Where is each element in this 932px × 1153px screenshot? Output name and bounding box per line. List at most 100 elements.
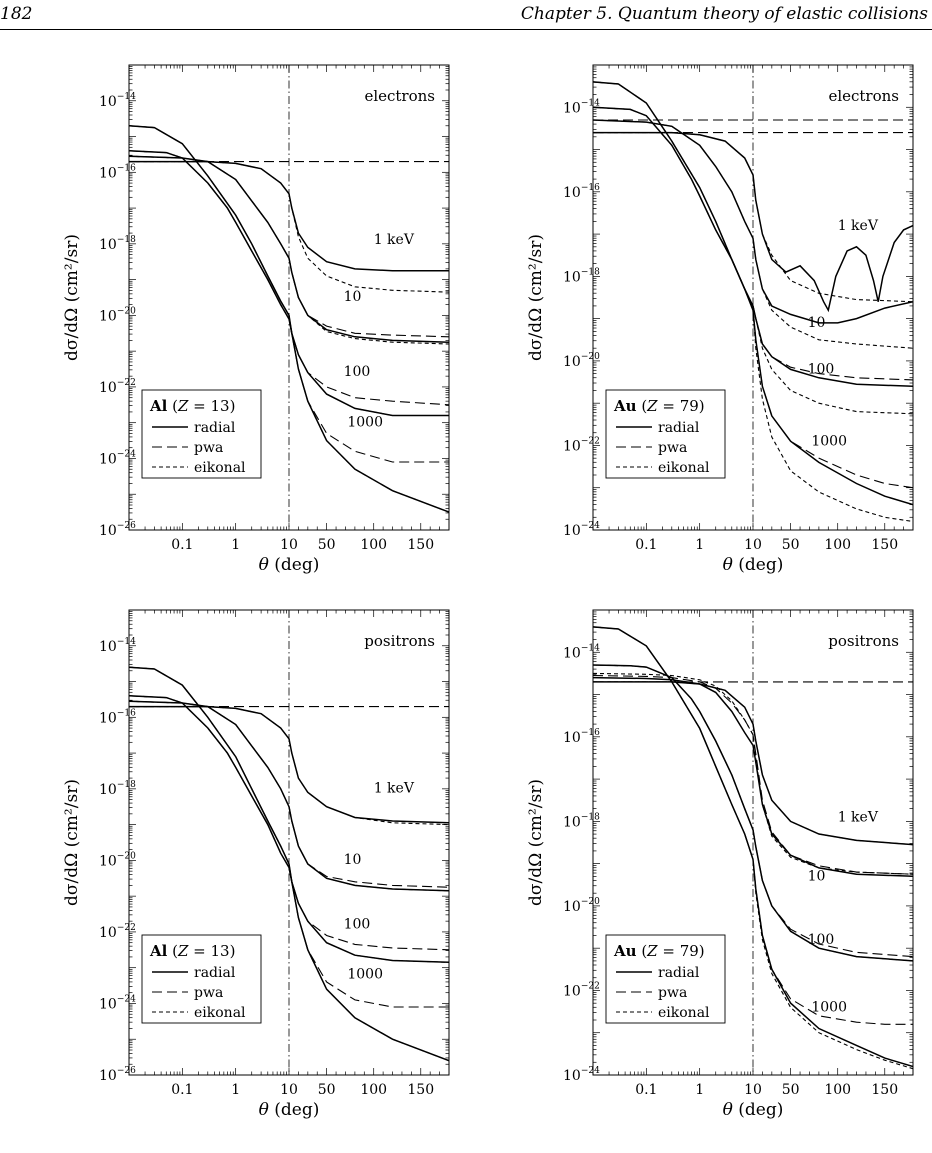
y-tick-label: 10−16 <box>99 163 136 181</box>
x-tick-label: 50 <box>318 1082 336 1098</box>
y-tick-label: 10−18 <box>99 780 136 798</box>
energy-label: 1000 <box>811 1000 847 1016</box>
energy-label: 10 <box>808 869 826 885</box>
x-tick-label: 100 <box>824 537 851 553</box>
y-tick-label: 10−14 <box>99 92 136 110</box>
legend-entry: pwa <box>658 985 687 1001</box>
x-tick-label: 1 <box>231 1082 240 1098</box>
legend-entry: radial <box>194 420 236 436</box>
x-tick-label: 10 <box>744 1082 762 1098</box>
page-number: 182 <box>0 4 33 24</box>
curve-radial <box>129 666 449 1062</box>
legend-title: Au (Z = 79) <box>613 397 705 415</box>
legend-entry: eikonal <box>658 1005 710 1021</box>
curve-radial <box>593 626 913 1068</box>
x-tick-label: 1 <box>695 537 704 553</box>
legend-title: Al (Z = 13) <box>149 397 235 415</box>
curve-pwa <box>593 674 913 875</box>
energy-label: 10 <box>344 852 362 868</box>
curve-radial <box>129 160 449 272</box>
energy-label: 10 <box>808 315 826 331</box>
x-tick-label: 0.1 <box>171 1082 193 1098</box>
x-tick-label: 150 <box>871 537 898 553</box>
y-tick-label: 10−16 <box>99 708 136 726</box>
x-tick-label: 50 <box>782 1082 800 1098</box>
energy-label: 100 <box>808 932 835 948</box>
y-tick-label: 10−20 <box>99 306 136 324</box>
x-axis-label: θ (deg) <box>723 1100 784 1120</box>
y-tick-label: 10−24 <box>99 994 136 1012</box>
x-tick-label: 10 <box>280 537 298 553</box>
legend-title: Al (Z = 13) <box>149 942 235 960</box>
x-tick-label: 100 <box>824 1082 851 1098</box>
chapter-title: Chapter 5. Quantum theory of elastic col… <box>520 4 928 24</box>
legend-entry: pwa <box>658 440 687 456</box>
particle-label: positrons <box>828 632 899 650</box>
x-tick-label: 100 <box>360 1082 387 1098</box>
x-axis-label: θ (deg) <box>259 555 320 575</box>
energy-label: 100 <box>808 362 835 378</box>
curve-radial <box>129 695 449 964</box>
energy-label: 1 keV <box>374 780 415 796</box>
energy-label: 10 <box>344 289 362 305</box>
x-tick-label: 10 <box>280 1082 298 1098</box>
curve-radial <box>593 676 913 878</box>
legend-entry: pwa <box>194 985 223 1001</box>
y-tick-label: 10−14 <box>99 637 136 655</box>
x-axis-label: θ (deg) <box>723 555 784 575</box>
y-tick-label: 10−26 <box>99 521 136 539</box>
y-tick-label: 10−24 <box>99 449 136 467</box>
particle-label: electrons <box>364 87 435 105</box>
chart-panel-electrons-al: 10−26 10−24 10−22 10−20 10−18 10−16 10−14 0.1 1 1… <box>62 64 450 575</box>
legend-entry: radial <box>194 965 236 981</box>
energy-label: 1000 <box>811 433 847 449</box>
legend-entry: pwa <box>194 440 223 456</box>
x-axis-label: θ (deg) <box>259 1100 320 1120</box>
y-axis-label: dσ/dΩ (cm²/sr) <box>62 779 82 906</box>
legend-box <box>605 389 726 479</box>
curve-radial <box>129 150 449 417</box>
legend-box <box>605 934 726 1024</box>
y-tick-label: 10−22 <box>99 378 136 396</box>
legend-entry: eikonal <box>194 1005 246 1021</box>
x-tick-label: 0.1 <box>635 1082 657 1098</box>
energy-label: 100 <box>344 364 371 380</box>
legend-entry: eikonal <box>658 460 710 476</box>
y-tick-label: 10−18 <box>99 235 136 253</box>
x-tick-label: 1 <box>231 537 240 553</box>
chart-panel-positrons-al: 10−26 10−24 10−22 10−20 10−18 10−16 10−14 0.1 1 1… <box>62 609 450 1120</box>
curve-radial <box>129 155 449 343</box>
curve-radial <box>129 700 449 892</box>
energy-label: 1000 <box>347 414 383 430</box>
x-tick-label: 50 <box>318 537 336 553</box>
y-tick-label: 10−26 <box>99 1066 136 1084</box>
x-tick-label: 50 <box>782 537 800 553</box>
running-head: 182 Chapter 5. Quantum theory of elastic… <box>0 0 932 28</box>
particle-label: positrons <box>364 632 435 650</box>
particle-label: electrons <box>828 87 899 105</box>
curve-radial <box>593 119 913 324</box>
x-tick-label: 10 <box>744 537 762 553</box>
header-rule <box>0 29 932 30</box>
x-tick-label: 0.1 <box>171 537 193 553</box>
legend-title: Au (Z = 79) <box>613 942 705 960</box>
legend-box <box>141 934 262 1024</box>
x-tick-label: 1 <box>695 1082 704 1098</box>
x-tick-label: 0.1 <box>635 537 657 553</box>
energy-label: 1 keV <box>838 809 879 825</box>
legend-entry: eikonal <box>194 460 246 476</box>
energy-label: 1000 <box>347 966 383 982</box>
y-tick-label: 10−24 <box>563 521 600 539</box>
x-tick-label: 150 <box>407 537 434 553</box>
curve-eikonal <box>593 106 913 415</box>
curve-radial <box>129 705 449 824</box>
curve-radial <box>129 125 449 513</box>
y-axis-label: dσ/dΩ (cm²/sr) <box>526 234 546 361</box>
y-tick-label: 10−22 <box>99 923 136 941</box>
x-tick-label: 150 <box>407 1082 434 1098</box>
energy-label: 1 keV <box>838 218 879 234</box>
curve-radial <box>593 81 913 506</box>
curve-radial <box>593 664 913 962</box>
